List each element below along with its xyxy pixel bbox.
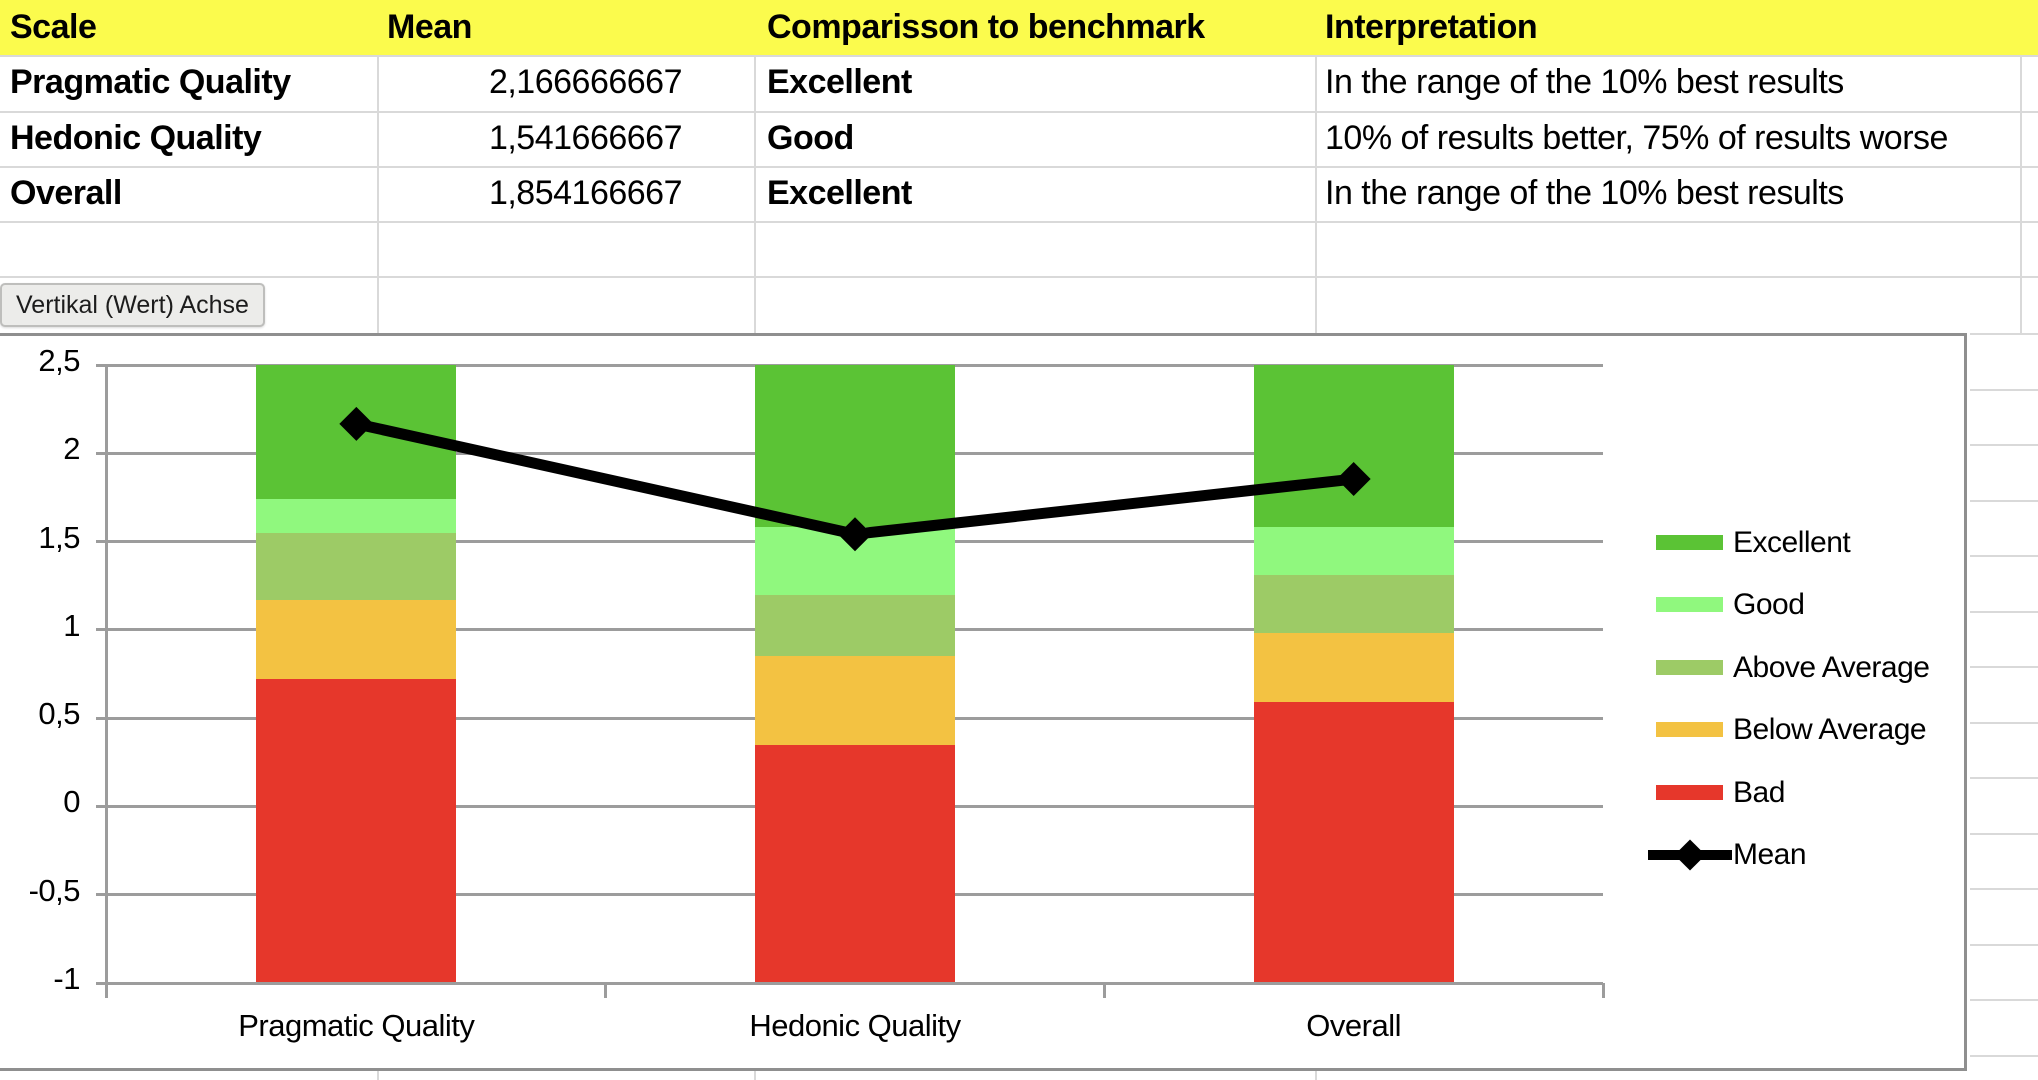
y-axis-line[interactable]	[105, 365, 108, 998]
x-axis-tick	[1601, 983, 1605, 998]
bar-segment-above-average[interactable]	[755, 594, 955, 657]
row-gridline-right	[1970, 666, 2038, 668]
legend-label: Above Average	[1733, 650, 1930, 684]
column-gridline	[377, 55, 379, 333]
column-gridline-stub	[754, 1071, 756, 1080]
y-axis-tick-label[interactable]: 1,5	[38, 519, 80, 555]
table-header-row	[0, 0, 2038, 55]
row-gridline-right	[1970, 333, 2038, 335]
column-gridline-stub	[1315, 1071, 1317, 1080]
row-gridline-right	[1970, 499, 2038, 502]
bar-segment-bad[interactable]	[1253, 702, 1454, 983]
y-axis-tick-label[interactable]: 2,5	[38, 343, 80, 378]
legend-swatch	[1656, 535, 1723, 550]
column-gridline	[1315, 55, 1317, 333]
row-gridline-right	[1970, 555, 2038, 557]
bar-segment-good[interactable]	[1253, 527, 1454, 576]
x-axis-tick	[1102, 983, 1106, 998]
legend-item-mean[interactable]: Mean	[1648, 833, 1948, 877]
x-axis-category-label[interactable]: Pragmatic Quality	[238, 1008, 475, 1043]
legend-mean-diamond-icon	[1674, 839, 1706, 871]
cell-scale-row1[interactable]: Hedonic Quality	[10, 119, 262, 157]
cell-benchmark-row2[interactable]: Excellent	[767, 174, 912, 212]
x-axis-line[interactable]	[96, 981, 1603, 985]
legend-swatch	[1656, 722, 1723, 738]
row-gridline-right	[1970, 777, 2038, 779]
y-axis-tick-label[interactable]: 2	[63, 431, 80, 467]
row-gridline-right	[1970, 444, 2038, 446]
cell-interpretation-row2[interactable]: In the range of the 10% best results	[1325, 174, 1844, 212]
row-gridline	[0, 166, 2038, 168]
bar-segment-above-average[interactable]	[256, 532, 457, 600]
row-gridline-right	[1970, 888, 2038, 890]
bar-segment-below-average[interactable]	[256, 599, 457, 680]
row-gridline	[0, 276, 2038, 278]
legend-swatch	[1656, 659, 1723, 675]
bar-segment-above-average[interactable]	[1253, 575, 1454, 634]
axis-hover-tooltip: Vertikal (Wert) Achse	[0, 283, 265, 327]
row-gridline-right	[1970, 610, 2038, 613]
legend-label: Good	[1733, 588, 1805, 622]
legend-label: Bad	[1733, 775, 1785, 809]
cell-scale-row0[interactable]: Pragmatic Quality	[10, 63, 291, 101]
bar-segment-excellent[interactable]	[1253, 365, 1454, 528]
y-axis-tick-label[interactable]: -0,5	[28, 872, 81, 908]
header-cell-mean[interactable]: Mean	[387, 8, 472, 46]
cell-interpretation-row1[interactable]: 10% of results better, 75% of results wo…	[1325, 119, 1948, 157]
x-axis-tick	[604, 983, 608, 998]
row-gridline-right	[1970, 1054, 2038, 1057]
legend-item-bad[interactable]: Bad	[1648, 771, 1948, 815]
legend-swatch	[1656, 597, 1723, 613]
row-gridline	[0, 55, 2038, 57]
cell-interpretation-row0[interactable]: In the range of the 10% best results	[1325, 63, 1844, 101]
row-gridline-right	[1970, 388, 2038, 391]
column-gridline	[2020, 55, 2022, 333]
y-axis-tick-label[interactable]: -1	[53, 961, 80, 996]
column-gridline-stub	[377, 1071, 379, 1080]
cell-mean-row0[interactable]: 2,166666667	[488, 63, 683, 101]
cell-scale-row2[interactable]: Overall	[10, 174, 122, 212]
legend-item-below-average[interactable]: Below Average	[1648, 708, 1948, 752]
legend-item-good[interactable]: Good	[1648, 583, 1948, 627]
column-gridline	[754, 55, 756, 333]
bar-segment-good[interactable]	[755, 527, 955, 595]
cell-benchmark-row0[interactable]: Excellent	[767, 63, 912, 101]
bar-segment-below-average[interactable]	[1253, 633, 1454, 703]
header-cell-scale[interactable]: Scale	[10, 8, 97, 46]
row-gridline-right	[1970, 832, 2038, 835]
cell-mean-row1[interactable]: 1,541666667	[488, 119, 683, 157]
legend-label: Below Average	[1733, 713, 1927, 747]
row-gridline-right	[1970, 721, 2038, 724]
bar-segment-below-average[interactable]	[755, 656, 955, 745]
bar-segment-excellent[interactable]	[755, 365, 955, 528]
y-axis-tick-label[interactable]: 0,5	[38, 696, 80, 732]
cell-mean-row2[interactable]: 1,854166667	[488, 174, 683, 212]
legend-item-excellent[interactable]: Excellent	[1648, 521, 1948, 565]
bar-segment-bad[interactable]	[256, 679, 457, 983]
row-gridline	[0, 221, 2038, 223]
header-cell-benchmark[interactable]: Comparisson to benchmark	[767, 8, 1205, 46]
cell-benchmark-row1[interactable]: Good	[767, 119, 854, 157]
x-axis-category-label[interactable]: Overall	[1306, 1008, 1401, 1043]
x-axis-category-label[interactable]: Hedonic Quality	[749, 1008, 961, 1043]
bar-segment-excellent[interactable]	[256, 365, 457, 500]
legend-swatch	[1656, 784, 1723, 800]
y-axis-tick-label[interactable]: 0	[63, 784, 80, 820]
row-gridline	[0, 111, 2038, 113]
legend-label: Mean	[1733, 838, 1807, 871]
row-gridline-right	[1970, 943, 2038, 946]
bar-segment-bad[interactable]	[755, 744, 955, 983]
row-gridline-right	[1970, 999, 2038, 1001]
y-axis-tick-label[interactable]: 1	[63, 607, 80, 643]
bar-segment-good[interactable]	[256, 499, 457, 533]
legend-label: Excellent	[1733, 526, 1851, 559]
legend-item-above-average[interactable]: Above Average	[1648, 646, 1948, 690]
header-cell-interpretation[interactable]: Interpretation	[1325, 8, 1538, 46]
